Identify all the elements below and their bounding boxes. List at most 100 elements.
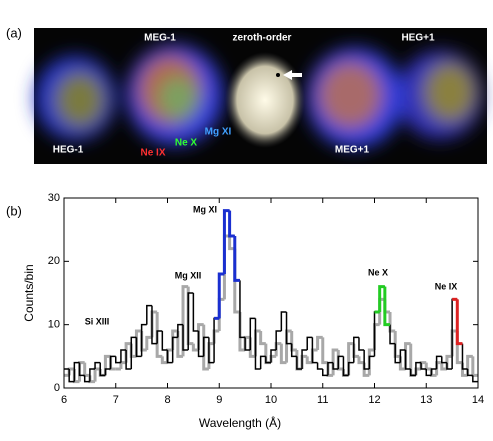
histogram-step	[166, 350, 173, 364]
histogram-step	[146, 304, 152, 325]
histogram-step	[420, 362, 427, 370]
histogram-step	[265, 356, 271, 364]
histogram-step	[285, 312, 292, 345]
histogram-step	[259, 331, 266, 346]
histogram-step	[332, 362, 339, 370]
histogram-step	[461, 343, 468, 370]
histogram-step	[259, 355, 266, 369]
histogram-step	[182, 324, 189, 351]
histogram-step	[239, 280, 246, 339]
histogram-step	[389, 324, 396, 345]
histogram-step	[455, 299, 463, 346]
image-label: Mg XI	[205, 127, 232, 138]
histogram-step	[310, 348, 318, 363]
histogram-step	[177, 323, 184, 338]
histogram-step	[119, 361, 127, 369]
histogram-step	[186, 286, 194, 346]
histogram-step	[466, 369, 473, 377]
histogram-step	[160, 356, 168, 365]
histogram-step	[155, 312, 163, 358]
histogram-step	[290, 331, 297, 352]
histogram-step	[311, 337, 318, 364]
x-tick-label: 8	[164, 394, 170, 406]
histogram-step	[430, 368, 437, 376]
histogram-step	[191, 343, 199, 352]
histogram-step	[279, 343, 287, 365]
image-label: Ne IX	[140, 148, 165, 159]
x-tick-label: 11	[317, 394, 328, 406]
y-axis-label: Counts/bin	[22, 264, 36, 321]
x-axis-label: Wavelength (Å)	[199, 415, 281, 430]
histogram-step	[327, 361, 334, 376]
annotation: Mg XI	[193, 204, 217, 214]
image-label: Ne X	[175, 138, 198, 149]
y-tick-label: 10	[48, 319, 60, 331]
panel-label: (a)	[6, 25, 22, 40]
histogram-step	[212, 329, 220, 344]
image-label: HEG+1	[401, 33, 435, 44]
histogram-step	[94, 361, 101, 369]
histogram-step	[409, 369, 416, 377]
histogram-step	[151, 305, 158, 345]
image-label: zeroth-order	[233, 33, 292, 44]
histogram-step	[440, 362, 447, 371]
histogram-step	[109, 355, 116, 369]
histogram-step	[176, 331, 184, 358]
histogram-step	[197, 331, 204, 358]
histogram-step	[249, 317, 256, 350]
histogram-step	[296, 356, 303, 370]
histogram-step	[424, 362, 432, 371]
histogram-step	[446, 362, 453, 370]
x-tick-label: 9	[216, 394, 222, 406]
y-tick-label: 30	[48, 192, 60, 204]
histogram-step	[135, 337, 142, 358]
histogram-step	[207, 342, 215, 369]
histogram-step	[228, 210, 235, 238]
histogram-step	[140, 323, 147, 357]
x-tick-label: 12	[368, 394, 380, 406]
histogram-step	[217, 272, 225, 319]
histogram-step	[305, 356, 313, 365]
histogram-step	[83, 375, 90, 383]
x-tick-label: 7	[113, 394, 119, 406]
x-tick-label: 13	[420, 394, 432, 406]
histogram-step	[280, 311, 287, 331]
histogram-step	[115, 356, 121, 364]
histogram-step	[404, 350, 411, 370]
histogram-step	[208, 337, 215, 364]
histogram-step	[166, 348, 173, 363]
histogram-step	[187, 292, 194, 350]
xray-image: (a) MEG-1 zeroth-order HEG+1 HEG-1 Ne IX…	[6, 25, 487, 164]
annotation: Ne IX	[435, 281, 458, 291]
histogram-step	[109, 356, 116, 371]
histogram-step	[68, 369, 75, 383]
histogram-step	[363, 350, 370, 370]
histogram-step	[275, 330, 282, 350]
histogram-step	[368, 355, 375, 369]
histogram-step	[156, 330, 163, 344]
histogram-step	[322, 369, 328, 377]
histogram-step	[290, 343, 297, 358]
annotation: Ne X	[368, 267, 388, 277]
histogram-step	[337, 355, 344, 369]
histogram-step	[83, 362, 90, 377]
histogram-step	[367, 348, 375, 376]
histogram-step	[125, 350, 132, 370]
histogram-step	[378, 285, 385, 312]
histogram-step	[192, 293, 199, 332]
histogram-step	[383, 286, 391, 327]
histogram-step	[353, 336, 359, 363]
histogram-step	[161, 331, 168, 351]
histogram-step	[130, 336, 137, 369]
histogram-step	[145, 335, 152, 350]
histogram-step	[441, 356, 447, 364]
image-label: HEG-1	[53, 145, 84, 156]
histogram-step	[472, 375, 478, 383]
histogram-step	[73, 361, 80, 382]
histogram-step	[306, 336, 313, 350]
histogram-step	[415, 361, 422, 376]
histogram-step	[321, 337, 328, 365]
image-label: MEG+1	[335, 145, 370, 156]
